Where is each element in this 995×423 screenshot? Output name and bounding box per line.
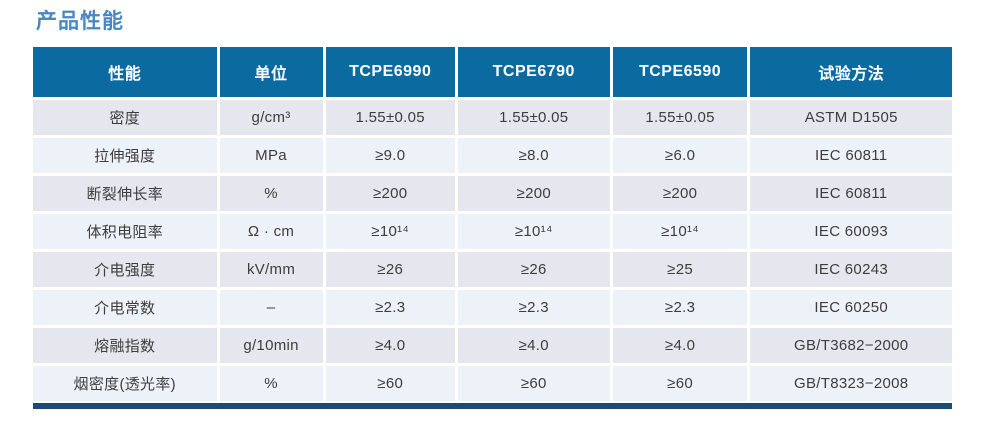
table-row: 拉伸强度 MPa ≥9.0 ≥8.0 ≥6.0 IEC 60811	[33, 138, 953, 173]
property-cell: 拉伸强度	[33, 138, 217, 173]
table-bottom-border	[33, 403, 952, 409]
cell: –	[219, 290, 323, 325]
cell: g/cm³	[219, 100, 323, 135]
table-row: 断裂伸长率% ≥200 ≥200 ≥200 IEC 60811	[33, 176, 953, 211]
cell: ≥4.0	[325, 328, 455, 363]
cell: 1.55±0.05	[325, 100, 455, 135]
cell: ≥60	[612, 366, 748, 401]
table-row: 介电常数 – ≥2.3 ≥2.3 ≥2.3 IEC 60250	[33, 290, 953, 325]
cell: ASTM D1505	[750, 100, 953, 135]
cell: ≥200	[612, 176, 748, 211]
property-cell: 熔融指数	[33, 328, 217, 363]
cell: GB/T3682−2000	[750, 328, 953, 363]
cell: IEC 60811	[750, 176, 953, 211]
cell: IEC 60243	[750, 252, 953, 287]
property-cell: 断裂伸长率	[33, 176, 217, 211]
header-cell-3: TCPE6790	[457, 47, 610, 97]
cell: ≥26	[457, 252, 610, 287]
property-cell: 密度	[33, 100, 217, 135]
cell: ≥10¹⁴	[612, 214, 748, 249]
table-body: 密度 g/cm³ 1.55±0.05 1.55±0.05 1.55±0.05 ASTM D…	[33, 100, 953, 401]
header-cell-4: TCPE6590	[612, 47, 748, 97]
table-row: 烟密度(透光率)% ≥60 ≥60 ≥60 GB/T8323−2008	[33, 366, 953, 401]
cell: IEC 60250	[750, 290, 953, 325]
cell: g/10min	[219, 328, 323, 363]
property-cell: 介电强度	[33, 252, 217, 287]
cell: ≥200	[325, 176, 455, 211]
cell: ≥60	[325, 366, 455, 401]
cell: %	[219, 176, 323, 211]
cell: ≥10¹⁴	[325, 214, 455, 249]
table-header-row: 性能 单位 TCPE6990 TCPE6790 TCPE6590 试验方法	[33, 47, 953, 97]
table-row: 熔融指数 g/10min ≥4.0 ≥4.0 ≥4.0 GB/T3682−2000	[33, 328, 953, 363]
header-cell-0: 性能	[33, 47, 217, 97]
table-row: 介电强度 kV/mm ≥26 ≥26 ≥25 IEC 60243	[33, 252, 953, 287]
table-row: 体积电阻率 Ω · cm ≥10¹⁴ ≥10¹⁴ ≥10¹⁴ IEC 60093	[33, 214, 953, 249]
cell: ≥4.0	[612, 328, 748, 363]
cell: ≥9.0	[325, 138, 455, 173]
page-title: 产品性能	[36, 10, 124, 33]
cell: ≥8.0	[457, 138, 610, 173]
cell: ≥26	[325, 252, 455, 287]
cell: kV/mm	[219, 252, 323, 287]
cell: ≥25	[612, 252, 748, 287]
cell: ≥200	[457, 176, 610, 211]
cell: ≥2.3	[325, 290, 455, 325]
cell: %	[219, 366, 323, 401]
cell: ≥60	[457, 366, 610, 401]
cell: Ω · cm	[219, 214, 323, 249]
cell: IEC 60093	[750, 214, 953, 249]
cell: IEC 60811	[750, 138, 953, 173]
cell: ≥6.0	[612, 138, 748, 173]
cell: 1.55±0.05	[612, 100, 748, 135]
cell: ≥2.3	[457, 290, 610, 325]
property-cell: 烟密度(透光率)	[33, 366, 217, 401]
cell: GB/T8323−2008	[750, 366, 953, 401]
property-cell: 介电常数	[33, 290, 217, 325]
cell: 1.55±0.05	[457, 100, 610, 135]
table-row: 密度 g/cm³ 1.55±0.05 1.55±0.05 1.55±0.05 ASTM D…	[33, 100, 953, 135]
header-cell-1: 单位	[219, 47, 323, 97]
property-cell: 体积电阻率	[33, 214, 217, 249]
cell: ≥10¹⁴	[457, 214, 610, 249]
cell: MPa	[219, 138, 323, 173]
cell: ≥2.3	[612, 290, 748, 325]
header-cell-2: TCPE6990	[325, 47, 455, 97]
header-cell-5: 试验方法	[750, 47, 953, 97]
cell: ≥4.0	[457, 328, 610, 363]
product-performance-table: 性能 单位 TCPE6990 TCPE6790 TCPE6590 试验方法 密度 g/cm³…	[33, 47, 953, 409]
